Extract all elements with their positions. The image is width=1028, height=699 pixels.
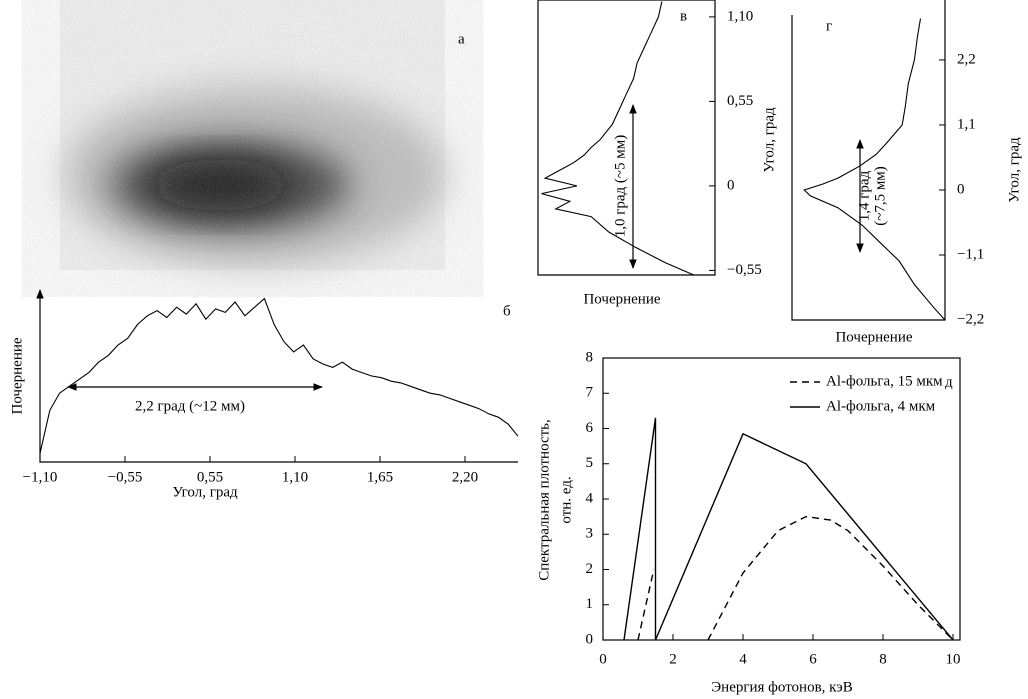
y-axis-label: Спектральная плотность, xyxy=(536,419,552,581)
x-tick-label: −1,10 xyxy=(23,469,58,485)
image-grain xyxy=(60,0,445,270)
x-tick-label: −0,55 xyxy=(108,469,143,485)
y-tick-label: 1 xyxy=(586,596,594,612)
x-tick-label: 6 xyxy=(809,651,817,667)
y-axis-label: отн. ед. xyxy=(558,476,574,523)
panel-label: д xyxy=(945,374,953,390)
axis xyxy=(36,289,518,463)
y-tick-label: −2,2 xyxy=(957,311,984,327)
x-axis-label: Угол, град xyxy=(172,484,238,500)
annotation: (~7,5 мм) xyxy=(872,166,888,226)
panel-label: а xyxy=(458,31,465,47)
y-tick-label: 7 xyxy=(586,385,594,401)
y-tick-label: 5 xyxy=(586,455,594,471)
y-tick-label: 1,10 xyxy=(727,8,753,24)
y-tick-label: 6 xyxy=(586,420,594,436)
axis xyxy=(537,0,716,276)
y-tick-label: 8 xyxy=(586,349,594,365)
panel-label: б xyxy=(503,303,511,319)
curve xyxy=(541,1,695,276)
annotation: 1,4 град xyxy=(856,170,872,221)
x-tick-label: 0 xyxy=(599,651,607,667)
y-tick-label: 0 xyxy=(727,177,735,193)
panel-label: в xyxy=(680,8,687,24)
y-tick-label: 3 xyxy=(586,526,594,542)
annotation: 1,0 град (~5 мм) xyxy=(612,135,628,238)
series-line xyxy=(623,417,954,641)
y-tick-label: 4 xyxy=(586,490,594,506)
x-tick-label: 10 xyxy=(946,651,961,667)
annotation: 2,2 град (~12 мм) xyxy=(135,398,245,414)
y-axis-label: Угол, град xyxy=(1006,137,1022,203)
x-tick-label: 1,65 xyxy=(367,469,393,485)
y-axis-label: Угол, град xyxy=(761,107,777,173)
x-tick-label: 0,55 xyxy=(197,469,223,485)
x-axis-label: Энергия фотонов, кэВ xyxy=(711,679,852,695)
x-tick-label: 8 xyxy=(879,651,887,667)
panel-label: г xyxy=(826,18,832,34)
y-tick-label: 0 xyxy=(586,631,594,647)
x-tick-label: 4 xyxy=(739,651,747,667)
legend-label: Al-фольга, 4 мкм xyxy=(826,398,936,414)
y-tick-label: −0,55 xyxy=(727,262,762,278)
x-axis-label: Почернение xyxy=(583,291,660,307)
y-axis-label: Почернение xyxy=(9,337,25,414)
x-tick-label: 2,20 xyxy=(452,469,478,485)
y-tick-label: 2 xyxy=(586,561,594,577)
series-line xyxy=(637,515,954,641)
y-tick-label: 1,1 xyxy=(957,116,976,132)
y-tick-label: 0,55 xyxy=(727,93,753,109)
curve xyxy=(803,18,946,321)
y-tick-label: 0 xyxy=(957,181,965,197)
curve xyxy=(39,297,519,454)
x-tick-label: 2 xyxy=(669,651,677,667)
x-axis-label: Почернение xyxy=(835,329,912,345)
legend-label: Al-фольга, 15 мкм xyxy=(826,373,943,389)
x-tick-label: 1,10 xyxy=(282,469,308,485)
y-tick-label: −1,1 xyxy=(957,246,984,262)
axis xyxy=(791,0,946,321)
y-tick-label: 2,2 xyxy=(957,51,976,67)
